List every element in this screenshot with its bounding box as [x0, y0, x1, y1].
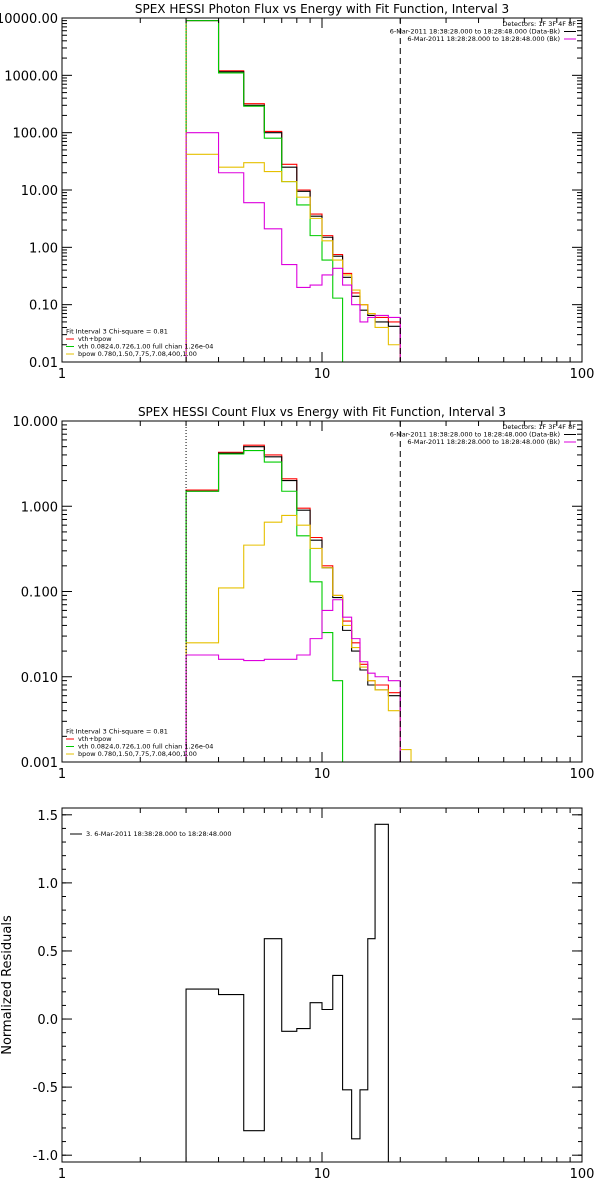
x-tick-label: 10	[314, 367, 331, 382]
series-group	[185, 823, 389, 1162]
legend-bottom-left-entry: vth+bpow	[78, 735, 112, 743]
legend-bottom-left-entry: vth+bpow	[78, 335, 112, 343]
y-tick-label: 1000.00	[4, 69, 58, 84]
y-tick-label: -1.0	[33, 1149, 58, 1164]
y-tick-label: 0.001	[21, 756, 58, 771]
y-tick-label: 1.00	[29, 241, 58, 256]
series-black-line	[185, 20, 401, 362]
y-axis-label: Normalized Residuals	[0, 915, 15, 1055]
legend-top-left-entry: 3. 6-Mar-2011 18:38:28.000 to 18:28:48.0…	[86, 830, 232, 838]
legend-top-right-entry: 6-Mar-2011 18:38:28.000 to 18:28:48.000 …	[390, 431, 560, 439]
x-tick-label: 100	[570, 767, 595, 782]
legend-top-right-entry: 6-Mar-2011 18:28:28.000 to 18:28:48.000 …	[407, 438, 560, 446]
series-group	[185, 444, 412, 762]
y-tick-label: 10000.00	[0, 12, 58, 27]
chart-title: SPEX HESSI Count Flux vs Energy with Fit…	[138, 405, 506, 419]
legend-top-right-entry: 6-Mar-2011 18:38:28.000 to 18:28:48.000 …	[390, 28, 560, 36]
series-green-line	[185, 20, 344, 362]
legend-bottom-left-entry: Fit Interval 3 Chi-square = 0.81	[66, 328, 168, 336]
x-tick-label: 100	[570, 1167, 595, 1182]
y-tick-label: 0.0	[37, 1013, 58, 1028]
x-tick-label: 1	[58, 1167, 66, 1182]
axes-frame	[61, 17, 583, 363]
x-tick-label: 1	[58, 367, 66, 382]
series-group	[185, 20, 401, 362]
chart-title: SPEX HESSI Photon Flux vs Energy with Fi…	[135, 2, 509, 16]
y-tick-label: 0.5	[37, 945, 58, 960]
y-tick-label: 1.0	[37, 877, 58, 892]
legend-top-right-entry: 6-Mar-2011 18:28:28.000 to 18:28:48.000 …	[407, 35, 560, 43]
y-tick-label: 0.010	[21, 671, 58, 686]
y-tick-label: -0.5	[33, 1081, 58, 1096]
series-yellow-line	[185, 514, 412, 762]
x-tick-label: 10	[314, 767, 331, 782]
count-flux-panel: SPEX HESSI Count Flux vs Energy with Fit…	[13, 405, 595, 782]
y-tick-label: 0.01	[29, 356, 58, 371]
series-magenta-line	[185, 132, 401, 362]
y-tick-label: 0.10	[29, 299, 58, 314]
y-tick-label: 0.100	[21, 586, 58, 601]
residuals-panel: 1 10 100 1.5 1.0 0.5 0.0 -0.5 -1.0 Normalized Res…	[0, 807, 595, 1182]
x-tick-label: 10	[314, 1167, 331, 1182]
legend-bottom-left-entry: vth 0.0824,0.726,1.00 full chian 1.26e-0…	[78, 743, 213, 751]
series-green-line	[185, 450, 344, 762]
legend-top-right-entry: Detectors: 1F 3F 4F 8F	[502, 423, 576, 431]
legend-bottom-left-entry: bpow 0.780,1.50,7.75,7.08,400,1.00	[78, 350, 197, 358]
legend-bottom-left-entry: vth 0.0824,0.726,1.00 full chian 1.26e-0…	[78, 343, 213, 351]
x-tick-label: 1	[58, 767, 66, 782]
photon-flux-panel: SPEX HESSI Photon Flux vs Energy with Fi…	[0, 2, 594, 382]
y-tick-label: 100.00	[13, 127, 59, 142]
series-yellow-line	[185, 153, 401, 362]
y-tick-label: 1.5	[37, 809, 58, 824]
x-tick-label: 100	[570, 367, 595, 382]
y-tick-label: 10.000	[13, 415, 59, 430]
y-tick-label: 1.000	[21, 500, 58, 515]
legend-bottom-left-entry: Fit Interval 3 Chi-square = 0.81	[66, 728, 168, 736]
series-magenta-line	[185, 599, 401, 762]
legend-top-right-entry: Detectors: 1F 3F 4F 8F	[502, 20, 576, 28]
y-tick-label: 10.00	[21, 184, 58, 199]
axes-frame	[61, 807, 583, 1163]
legend-bottom-left-entry: bpow 0.780,1.50,7.75,7.08,400,1.00	[78, 750, 197, 758]
series-black-line	[185, 823, 389, 1162]
